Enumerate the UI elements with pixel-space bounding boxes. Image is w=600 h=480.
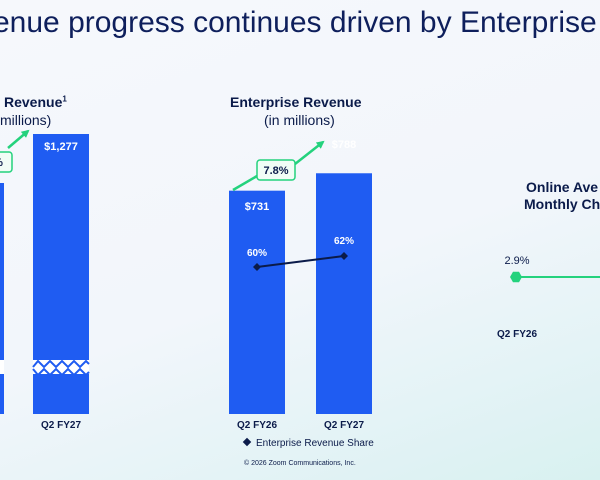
enterprise-revenue-growth-label: 7.8% (263, 165, 288, 177)
legend-diamond-marker (242, 437, 252, 447)
total-revenue-footnote-mark: 1 (62, 94, 67, 104)
enterprise-revenue-bar-q2fy27 (316, 173, 372, 414)
online-churn-category-q2fy26: Q2 FY26 (497, 329, 537, 340)
enterprise-category-q2fy26: Q2 FY26 (237, 420, 277, 431)
enterprise-revenue-bar-label-q2fy27: $788 (332, 139, 356, 151)
online-churn-value-q2fy26: 2.9% (504, 255, 529, 267)
enterprise-category-q2fy27: Q2 FY27 (324, 420, 364, 431)
slide-heading: venue progress continues driven by Enter… (0, 6, 597, 39)
total-revenue-growth-arrow (7, 129, 30, 149)
enterprise-revenue-title: Enterprise Revenue (230, 94, 362, 110)
total-revenue-growth-badge: % (0, 151, 13, 173)
online-churn-point-q2fy26 (510, 271, 522, 283)
enterprise-revenue-growth-arrow-lower (232, 174, 258, 192)
total-revenue-bar-label-q2fy27: $1,277 (44, 141, 78, 153)
enterprise-revenue-bar-label-q2fy26: $731 (245, 201, 269, 213)
total-revenue-bar-q2fy26-partial (0, 183, 4, 414)
copyright-footer: © 2026 Zoom Communications, Inc. (244, 460, 356, 467)
total-revenue-axis-break (0, 359, 90, 377)
enterprise-share-line (256, 255, 345, 268)
enterprise-share-label-q2fy27: 62% (334, 236, 354, 247)
legend-label: Enterprise Revenue Share (256, 438, 374, 449)
online-churn-subtitle: Monthly Ch (524, 196, 600, 212)
total-revenue-subtitle: millions) (0, 112, 52, 128)
enterprise-legend: Enterprise Revenue Share (242, 437, 374, 449)
enterprise-revenue-growth-arrow-upper (294, 140, 325, 165)
enterprise-share-point-q2fy27 (340, 252, 348, 260)
online-churn-title: Online Ave (526, 179, 599, 195)
total-revenue-title-text: Revenue (4, 94, 63, 110)
enterprise-share-point-q2fy26 (253, 263, 261, 271)
enterprise-share-label-q2fy26: 60% (247, 248, 267, 259)
enterprise-revenue-bar-q2fy26 (229, 190, 285, 414)
total-revenue-title: Revenue1 (4, 94, 67, 110)
enterprise-revenue-growth-badge: 7.8% (256, 159, 296, 181)
enterprise-revenue-subtitle: (in millions) (264, 112, 335, 128)
total-revenue-category-q2fy27: Q2 FY27 (41, 420, 81, 431)
total-revenue-growth-label: % (0, 157, 3, 169)
